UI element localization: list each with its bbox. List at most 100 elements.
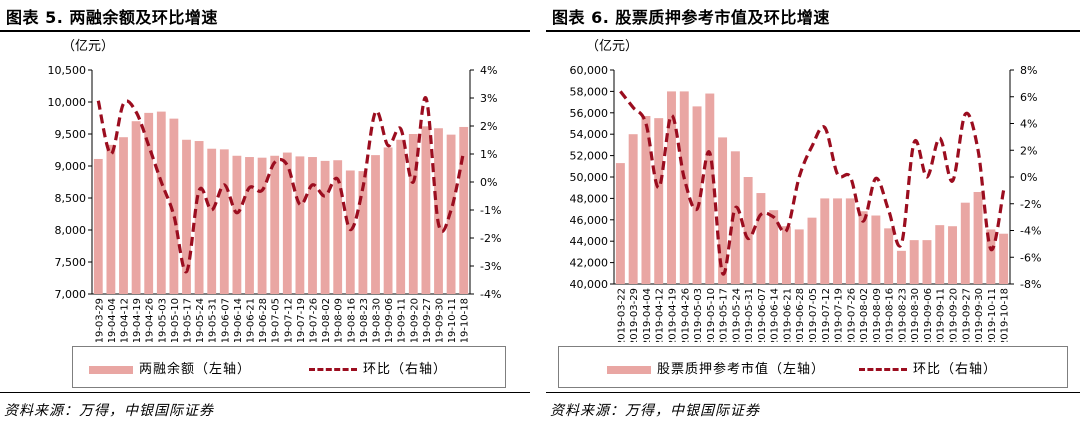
- bar-mark: [308, 157, 317, 294]
- legend-bar-label: 两融余额（左轴）: [139, 362, 252, 377]
- left-axis-tick-label: 52,000: [570, 150, 609, 163]
- bar-mark: [257, 157, 267, 294]
- bar-mark: [807, 217, 817, 284]
- right-axis-tick-label: -3%: [480, 260, 501, 273]
- left-axis-tick-label: 40,000: [570, 278, 609, 291]
- bar-mark: [730, 151, 740, 284]
- legend-bar-swatch: [607, 365, 651, 374]
- left-axis-tick-label: 48,000: [570, 192, 609, 205]
- bar-mark: [999, 233, 1009, 284]
- bar-mark: [973, 191, 983, 284]
- right-axis-tick-label: -2%: [480, 232, 501, 245]
- legend-item-bar: 股票质押参考市值（左轴）: [607, 358, 825, 377]
- right-axis-tick-label: 0%: [1020, 171, 1037, 184]
- right-axis-tick-label: 3%: [480, 92, 497, 105]
- x-axis-tick-label: 2019-08-02: [321, 298, 332, 342]
- x-axis-tick-label: 2019-09-11: [936, 288, 947, 342]
- right-axis-tick-label: 2%: [1020, 144, 1037, 157]
- x-axis-tick-label: 2019-10-11: [987, 288, 998, 342]
- x-axis-tick-label: 2019-04-04: [107, 298, 118, 342]
- bar-mark: [935, 225, 945, 284]
- bar-mark: [219, 149, 229, 294]
- x-axis-tick-label: 2019-07-12: [283, 298, 294, 342]
- legend-line-label: 环比（右轴）: [363, 362, 448, 377]
- x-axis-tick-label: 2019-05-31: [744, 288, 755, 342]
- x-axis-tick-label: 2019-08-30: [910, 288, 921, 342]
- x-axis-tick-label: 2019-08-02: [859, 288, 870, 342]
- bar-mark: [459, 126, 469, 295]
- bar-mark: [93, 158, 103, 294]
- x-axis-tick-label: 2019-09-20: [949, 288, 960, 342]
- bar-mark: [194, 141, 204, 294]
- bar-mark: [320, 160, 330, 294]
- pledge-value-chart: （亿元） 40,000 42,000 44,000 46,000 48,000 50,000…: [570, 39, 1042, 342]
- bar-mark: [718, 137, 728, 284]
- x-axis-tick-label: 2019-06-28: [795, 288, 806, 342]
- bar-mark: [858, 211, 868, 284]
- x-axis-tick-label: 2019-09-27: [422, 298, 433, 342]
- left-axis-tick-label: 50,000: [570, 171, 609, 184]
- x-axis-tick-label: 2019-06-14: [770, 288, 781, 342]
- x-axis-tick-label: 2019-03-29: [629, 288, 640, 342]
- bar-mark: [641, 116, 651, 284]
- legend-bar-label: 股票质押参考市值（左轴）: [657, 362, 826, 377]
- left-axis-tick-label: 10,000: [48, 96, 87, 109]
- x-axis-tick-label: 2019-09-30: [435, 298, 446, 342]
- x-axis-tick-label: 2019-08-16: [885, 288, 896, 342]
- x-axis-tick-label: 2019-08-30: [372, 298, 383, 342]
- x-axis-tick-label: 2019-04-26: [680, 288, 691, 342]
- source-note: 资料来源：万得，中银国际证券: [550, 403, 760, 419]
- left-axis-tick-label: 9,500: [55, 128, 87, 141]
- bar-mark: [371, 155, 380, 294]
- x-axis-tick-label: 2019-09-20: [409, 298, 420, 342]
- bar-mark: [743, 177, 753, 284]
- x-axis-tick-label: 2019-07-05: [271, 298, 282, 342]
- right-axis-tick-label: 1%: [480, 148, 497, 161]
- bar-mark: [282, 152, 292, 294]
- right-axis-tick-label: -6%: [1020, 251, 1041, 264]
- bar-mark: [358, 171, 368, 294]
- bar-mark: [679, 91, 689, 285]
- bar-mark: [692, 106, 702, 284]
- x-axis-tick-label: 2019-06-21: [246, 298, 257, 342]
- x-axis-tick-label: 2019-07-19: [296, 298, 307, 342]
- bar-mark: [654, 118, 664, 285]
- bar-mark: [781, 226, 791, 284]
- chart-panel-margin-balance: 图表 5. 两融余额及环比增速 （亿元） 7,000 7,500 8,000 8,500…: [0, 0, 530, 428]
- bar-mark: [884, 228, 894, 284]
- right-axis-tick-label: 8%: [1020, 64, 1037, 77]
- left-axis-tick-label: 60,000: [570, 64, 609, 77]
- left-axis-unit-label: （亿元）: [62, 39, 114, 54]
- legend-line-label: 环比（右轴）: [913, 362, 998, 377]
- bar-mark: [232, 155, 242, 294]
- title-divider: [0, 30, 530, 32]
- chart-legend: 两融余额（左轴） 环比（右轴）: [72, 346, 506, 388]
- right-axis-tick-label: -2%: [1020, 198, 1041, 211]
- bar-mark: [333, 160, 343, 294]
- bar-mark: [270, 155, 280, 294]
- left-axis-tick-label: 7,000: [55, 288, 87, 301]
- x-axis-tick-label: 2019-10-11: [447, 298, 458, 342]
- left-axis-tick-label: 9,000: [55, 160, 87, 173]
- x-axis-tick-label: 2019-05-10: [706, 288, 717, 342]
- bar-mark: [820, 198, 830, 284]
- x-axis-tick-label: 2019-07-05: [808, 288, 819, 342]
- left-axis-tick-label: 58,000: [570, 85, 609, 98]
- legend-line-swatch: [309, 368, 357, 371]
- x-axis-tick-label: 2019-05-10: [170, 298, 181, 342]
- bar-mark: [705, 93, 715, 284]
- x-axis-tick-label: 2019-03-29: [94, 298, 105, 342]
- bar-mark: [845, 198, 855, 284]
- bar-mark: [794, 229, 804, 284]
- margin-balance-chart: （亿元） 7,000 7,500 8,000 8,500 9,000 9,500 10,000…: [48, 39, 502, 342]
- bar-mark: [207, 148, 217, 294]
- bar-mark: [986, 229, 996, 284]
- bar-mark: [871, 215, 881, 284]
- x-axis-tick-label: 2019-04-26: [145, 298, 156, 342]
- x-axis-tick-label: 2019-08-16: [346, 298, 357, 342]
- bar-mark: [960, 202, 970, 284]
- x-axis-tick-label: 2019-09-30: [974, 288, 985, 342]
- left-axis-tick-label: 10,500: [48, 64, 87, 77]
- right-axis-tick-label: -4%: [1020, 225, 1041, 238]
- bar-mark: [345, 170, 355, 294]
